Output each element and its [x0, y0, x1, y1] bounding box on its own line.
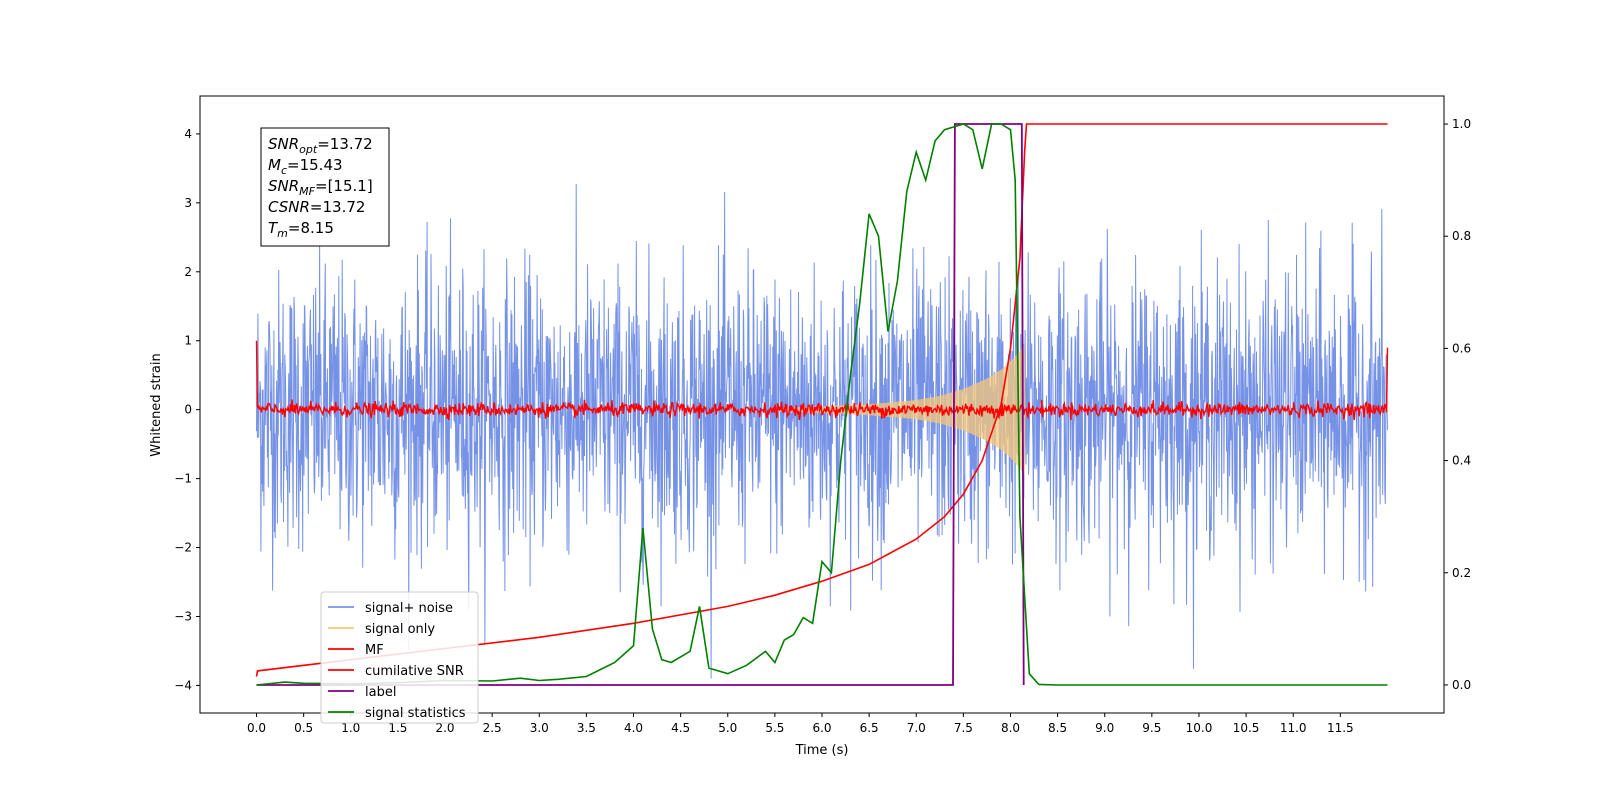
x-tick-label: 9.0 [1095, 721, 1114, 735]
x-tick-label: 11.0 [1280, 721, 1307, 735]
x-tick-label: 10.5 [1233, 721, 1260, 735]
x-tick-label: 4.0 [624, 721, 643, 735]
x-tick-label: 10.0 [1186, 721, 1213, 735]
x-tick-label: 8.0 [1001, 721, 1020, 735]
x-tick-label: 9.5 [1142, 721, 1161, 735]
legend-label: MF [365, 643, 384, 658]
info-box: SNRopt=13.72Mc=15.43SNRMF=[15.1]CSNR=13.… [260, 127, 390, 247]
legend-label: signal statistics [365, 706, 466, 721]
y-left-tick-label: 1 [184, 334, 192, 348]
y-left-tick-label: 2 [184, 265, 192, 279]
info-line: Tm=8.15 [268, 219, 334, 240]
x-tick-label: 1.5 [388, 721, 407, 735]
x-tick-label: 7.0 [907, 721, 926, 735]
x-tick-label: 6.0 [812, 721, 831, 735]
y-left-tick-label: 0 [184, 403, 192, 417]
y-right-tick-label: 0.6 [1452, 341, 1471, 355]
x-tick-label: 3.0 [530, 721, 549, 735]
x-tick-label: 5.0 [718, 721, 737, 735]
y-axis-label: Whitened strain [149, 353, 164, 456]
series-signal-plus-noise [256, 183, 1388, 679]
x-tick-label: 2.5 [483, 721, 502, 735]
x-tick-label: 11.5 [1327, 721, 1354, 735]
series-signal-statistics [256, 123, 1388, 686]
y-axis-left: −4 −3 −2 −1 0 1 2 3 4 [174, 127, 200, 692]
x-tick-label: 8.5 [1048, 721, 1067, 735]
x-tick-label: 4.5 [671, 721, 690, 735]
legend-label: signal+ noise [365, 601, 453, 616]
y-left-tick-label: −1 [174, 472, 192, 486]
x-tick-label: 0.5 [294, 721, 313, 735]
y-right-tick-label: 0.8 [1452, 229, 1471, 243]
y-left-tick-label: 4 [184, 127, 192, 141]
y-right-tick-label: 1.0 [1452, 117, 1471, 131]
info-line: CSNR=13.72 [268, 198, 365, 216]
x-tick-label: 7.5 [954, 721, 973, 735]
x-tick-label: 6.5 [860, 721, 879, 735]
x-tick-label: 5.5 [765, 721, 784, 735]
legend: signal+ noise signal only MF cumilative SNR… [320, 591, 479, 724]
x-axis-label: Time (s) [795, 743, 849, 758]
x-tick-label: 3.5 [577, 721, 596, 735]
y-left-tick-label: −2 [174, 541, 192, 555]
y-left-tick-label: −4 [174, 678, 192, 692]
y-axis-right: 0.0 0.2 0.4 0.6 0.8 1.0 [1444, 117, 1471, 692]
legend-label: label [365, 685, 396, 700]
series-mf [255, 340, 1389, 421]
legend-label: signal only [365, 622, 435, 637]
y-right-tick-label: 0.2 [1452, 566, 1471, 580]
series-label [256, 123, 1025, 686]
y-right-tick-label: 0.4 [1452, 454, 1471, 468]
info-line: SNRMF=[15.1] [268, 177, 373, 198]
x-tick-label: 2.0 [435, 721, 454, 735]
y-left-tick-label: −3 [174, 609, 192, 623]
x-axis: 0.0 0.5 1.0 1.5 2.0 2.5 3.0 3.5 4.0 4.5 5.0 5.5 6.0 6… [247, 713, 1354, 735]
x-tick-label: 0.0 [247, 721, 266, 735]
y-right-tick-label: 0.0 [1452, 678, 1471, 692]
legend-label: cumilative SNR [365, 664, 464, 679]
info-line: SNRopt=13.72 [268, 135, 373, 156]
y-left-tick-label: 3 [184, 196, 192, 210]
info-line: Mc=15.43 [268, 156, 343, 177]
x-tick-label: 1.0 [341, 721, 360, 735]
